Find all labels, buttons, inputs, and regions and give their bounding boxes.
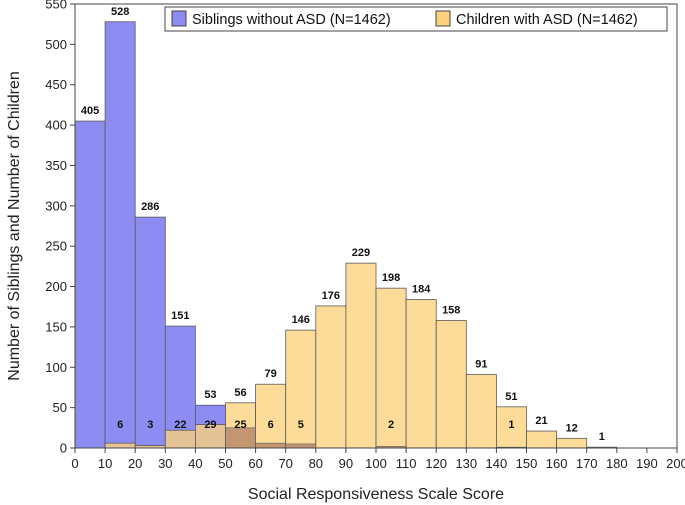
- legend-label-siblings: Siblings without ASD (N=1462): [192, 12, 391, 28]
- axes-layer: 0 10 20 30 40 50 60 70 80 90 100 110 120 130 140 150 160…: [45, 0, 685, 471]
- asd-bar-30: [164, 429, 196, 449]
- asd-value-label-120: 158: [442, 304, 460, 316]
- x-axis-title: Social Responsiveness Scale Score: [248, 486, 504, 503]
- asd-bar-110: [405, 299, 437, 449]
- overlap-bar-50: [225, 427, 256, 449]
- asd-value-label-110: 184: [412, 283, 431, 295]
- y-tick-label-250: 250: [45, 239, 67, 254]
- asd-bar-130: [465, 374, 497, 449]
- y-tick-label-550: 550: [45, 0, 67, 12]
- x-tick-label-0: 0: [71, 456, 78, 471]
- sibling-bar-20: [134, 216, 166, 449]
- y-tick-label-450: 450: [45, 77, 67, 92]
- asd-bar-120: [435, 320, 467, 449]
- asd-bar-140: [495, 406, 527, 449]
- overlap-label-40: 29: [204, 419, 216, 431]
- legend-label-asd: Children with ASD (N=1462): [456, 12, 638, 28]
- x-tick-label-30: 30: [158, 456, 172, 471]
- asd-value-label-70: 146: [292, 314, 310, 326]
- legend-swatch-asd: [435, 10, 451, 27]
- asd-value-label-130: 91: [475, 359, 487, 371]
- y-tick-label-350: 350: [45, 158, 67, 173]
- asd-bar-60: [255, 383, 287, 449]
- x-tick-label-40: 40: [188, 456, 202, 471]
- x-tick-label-200: 200: [666, 456, 685, 471]
- x-tick-label-120: 120: [425, 456, 447, 471]
- asd-bar-80: [315, 305, 347, 449]
- x-tick-label-180: 180: [606, 456, 628, 471]
- overlap-label-10: 6: [117, 419, 123, 431]
- overlap-bar-60: [255, 442, 287, 449]
- x-tick-label-170: 170: [576, 456, 598, 471]
- y-tick-label-500: 500: [45, 37, 67, 52]
- sibling-value-label-20: 286: [141, 201, 159, 213]
- sibling-bar-0: [74, 120, 106, 449]
- asd-bar-160: [556, 437, 588, 449]
- overlap-label-30: 22: [174, 419, 186, 431]
- asd-value-label-80: 176: [322, 290, 340, 302]
- x-tick-label-190: 190: [636, 456, 658, 471]
- x-tick-label-60: 60: [248, 456, 262, 471]
- sibling-value-label-40: 53: [204, 389, 216, 401]
- asd-bar-10: [104, 442, 136, 449]
- x-tick-label-100: 100: [365, 456, 387, 471]
- asd-bar-90: [345, 262, 377, 449]
- sibling-value-label-30: 151: [171, 310, 189, 322]
- legend: Siblings without ASD (N=1462) Children w…: [164, 6, 668, 32]
- y-tick-label-100: 100: [45, 360, 67, 375]
- sibling-value-label-10: 528: [111, 6, 129, 18]
- overlap-label-140: 1: [508, 419, 514, 431]
- x-tick-label-80: 80: [309, 456, 323, 471]
- y-tick-label-50: 50: [53, 400, 67, 415]
- asd-value-label-60: 79: [265, 368, 277, 380]
- y-tick-label-150: 150: [45, 319, 67, 334]
- overlap-label-50: 25: [234, 419, 246, 431]
- x-tick-label-10: 10: [98, 456, 112, 471]
- asd-value-label-160: 12: [566, 422, 578, 434]
- asd-bar-100: [375, 287, 407, 449]
- legend-frame: [164, 6, 668, 32]
- asd-bar-150: [526, 430, 558, 449]
- x-tick-label-160: 160: [546, 456, 568, 471]
- overlap-label-100: 2: [388, 419, 394, 431]
- y-tick-label-400: 400: [45, 118, 67, 133]
- legend-swatch-siblings: [171, 10, 187, 27]
- y-tick-label-0: 0: [60, 441, 67, 456]
- asd-value-label-140: 51: [505, 391, 517, 403]
- asd-value-label-100: 198: [382, 272, 400, 284]
- overlap-bar-70: [285, 443, 317, 449]
- asd-value-label-150: 21: [535, 415, 547, 427]
- overlap-label-20: 3: [147, 419, 153, 431]
- y-axis-title: Number of Siblings and Number of Childre…: [6, 71, 23, 380]
- x-tick-label-140: 140: [486, 456, 508, 471]
- asd-value-label-50: 56: [234, 387, 246, 399]
- overlap-label-70: 5: [298, 419, 304, 431]
- x-tick-label-150: 150: [516, 456, 538, 471]
- asd-value-label-170: 1: [599, 431, 605, 443]
- overlap-label-60: 6: [268, 419, 274, 431]
- x-tick-label-20: 20: [128, 456, 142, 471]
- asd-value-label-90: 229: [352, 247, 370, 259]
- sibling-bar-10: [104, 21, 136, 449]
- x-tick-label-130: 130: [455, 456, 477, 471]
- x-tick-label-50: 50: [218, 456, 232, 471]
- x-tick-label-70: 70: [278, 456, 292, 471]
- bars-layer: [74, 21, 618, 449]
- y-tick-label-200: 200: [45, 279, 67, 294]
- x-tick-label-90: 90: [339, 456, 353, 471]
- sibling-value-label-0: 405: [81, 105, 99, 117]
- x-tick-label-110: 110: [396, 456, 417, 471]
- y-tick-label-300: 300: [45, 198, 67, 213]
